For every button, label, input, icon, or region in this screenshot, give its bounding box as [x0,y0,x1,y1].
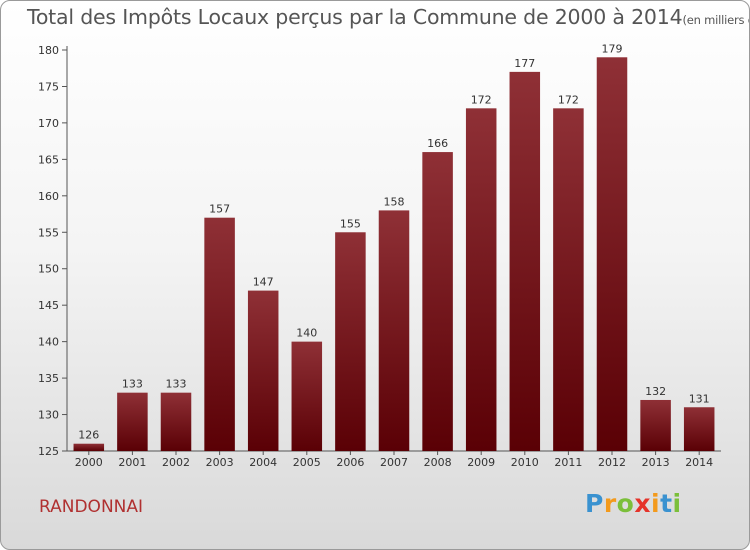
bar [422,152,453,451]
logo-letter: t [660,489,673,518]
data-label: 177 [514,57,535,70]
logo-letter: i [651,489,661,518]
y-tick-label: 175 [38,80,59,93]
bar [291,341,323,451]
x-tick-label: 2001 [118,456,146,469]
x-tick-label: 2005 [293,456,321,469]
chart-title-text: Total des Impôts Locaux perçus par la Co… [27,5,683,29]
logo-letter: r [603,489,617,518]
bars-group [73,57,715,452]
data-label: 179 [602,42,623,55]
x-tick-label: 2009 [467,456,495,469]
y-tick-label: 125 [38,445,59,458]
x-tick-label: 2006 [336,456,364,469]
data-label: 157 [209,203,230,216]
bar [465,108,497,451]
data-label: 132 [645,385,666,398]
bar [553,108,584,451]
proxiti-logo: Proxiti [585,489,682,518]
logo-letter: o [616,489,635,518]
logo-letter: P [585,489,604,518]
bar [640,399,671,451]
y-tick-label: 170 [38,117,59,130]
data-label: 140 [296,327,317,340]
data-label: 131 [689,392,710,405]
bar [596,57,628,452]
bar [683,407,715,451]
x-tick-label: 2007 [380,456,408,469]
data-label: 166 [427,137,448,150]
x-tick-label: 2003 [206,456,234,469]
x-tick-label: 2002 [162,456,190,469]
y-tick-label: 140 [38,336,59,349]
commune-name: RANDONNAI [39,497,144,517]
logo-letter: i [672,489,682,518]
y-tick-label: 135 [38,372,59,385]
x-tick-label: 2000 [75,456,103,469]
data-label: 172 [558,93,579,106]
data-label: 172 [471,93,492,106]
bar [73,443,105,451]
bar [117,392,148,451]
axes: 125 130 135 140 145 150 155 160 165 170 175 180 2000… [38,44,721,469]
x-tick-label: 2004 [249,456,277,469]
bar [247,290,279,451]
x-tick-label: 2008 [424,456,452,469]
x-tick-label: 2012 [598,456,626,469]
data-label: 147 [253,276,274,289]
bar [204,217,235,451]
data-label: 158 [384,195,405,208]
data-label: 133 [166,378,187,391]
data-label: 126 [78,429,99,442]
y-tick-label: 165 [38,153,59,166]
logo-letter: x [634,489,651,518]
bar [509,71,541,451]
y-tick-label: 150 [38,263,59,276]
y-tick-label: 145 [38,299,59,312]
y-tick-label: 160 [38,190,59,203]
x-tick-label: 2014 [685,456,713,469]
chart-unit: (en milliers d'€) [682,13,749,27]
y-tick-label: 180 [38,44,59,57]
y-tick-label: 130 [38,409,59,422]
x-tick-label: 2013 [642,456,670,469]
bar [335,232,366,451]
chart-title: Total des Impôts Locaux perçus par la Co… [27,5,749,29]
x-tick-label: 2010 [511,456,539,469]
data-labels-group: 126 133 133 157 147 140 155 158 166 172 177 172 179 1… [78,42,709,441]
data-label: 133 [122,378,143,391]
data-label: 155 [340,217,361,230]
bar [160,392,192,451]
y-tick-label: 155 [38,226,59,239]
x-tick-label: 2011 [554,456,582,469]
bar [378,210,410,451]
